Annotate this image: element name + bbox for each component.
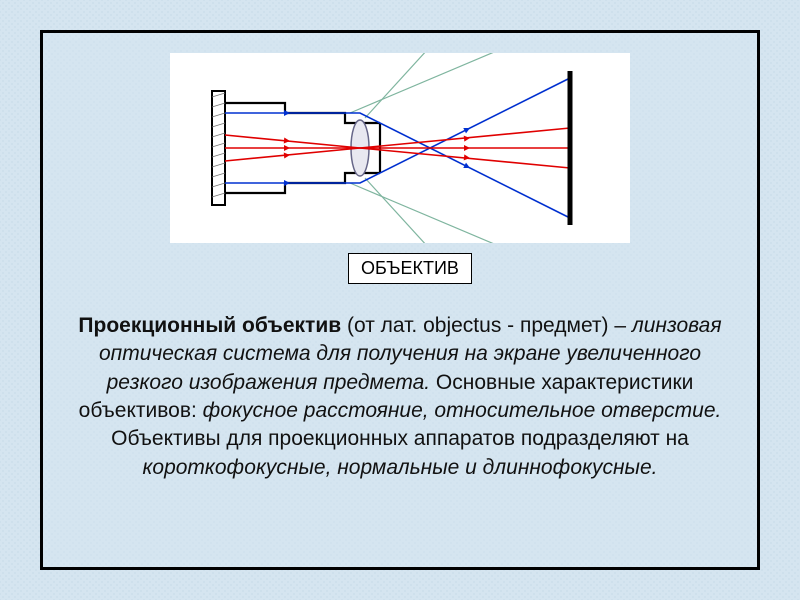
definition-span: короткофокусные, нормальные и длиннофоку… [142, 456, 657, 479]
definition-span: (от лат. objectus - предмет) – [341, 314, 632, 337]
definition-text: Проекционный объектив (от лат. objectus … [63, 312, 737, 482]
content-panel: ОБЪЕКТИВ Проекционный объектив (от лат. … [40, 30, 760, 570]
diagram-container: ОБЪЕКТИВ [63, 53, 737, 284]
lens-ray-diagram [170, 53, 630, 243]
definition-span: Объективы для проекционных аппаратов под… [111, 427, 689, 450]
diagram-caption: ОБЪЕКТИВ [348, 253, 472, 284]
definition-span: фокусное расстояние, относительное отвер… [203, 399, 722, 422]
definition-span: Проекционный объектив [78, 314, 341, 337]
